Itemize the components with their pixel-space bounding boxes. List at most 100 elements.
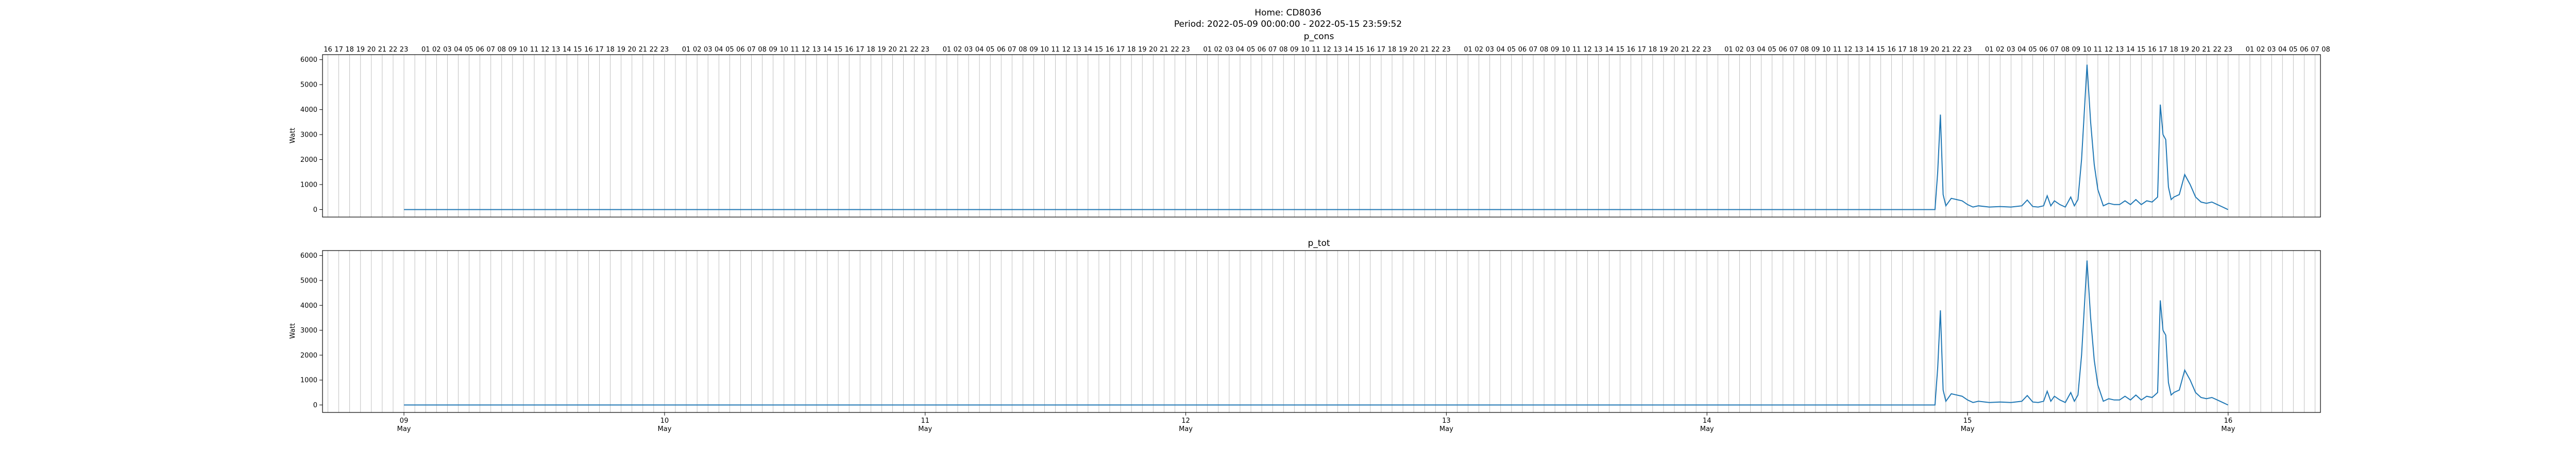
hour-tick-label: 10 (1822, 46, 1831, 54)
hour-tick-label: 19 (1920, 46, 1928, 54)
hour-tick-label: 12 (1323, 46, 1331, 54)
hour-tick-label: 19 (356, 46, 365, 54)
hour-tick-label: 08 (497, 46, 506, 54)
hour-tick-label: 20 (888, 46, 897, 54)
hour-tick-label: 02 (432, 46, 441, 54)
hour-tick-label: 21 (899, 46, 908, 54)
hour-tick-label: 01 (682, 46, 691, 54)
hour-tick-label: 17 (1898, 46, 1907, 54)
x-tick-day-label: 15 (1963, 417, 1972, 425)
hour-tick-label: 19 (877, 46, 886, 54)
hour-tick-label: 05 (1768, 46, 1776, 54)
hour-tick-label: 17 (334, 46, 343, 54)
hour-tick-label: 09 (1811, 46, 1820, 54)
hour-tick-label: 13 (1073, 46, 1082, 54)
plot-frame (322, 250, 2321, 413)
hour-tick-label: 08 (2061, 46, 2070, 54)
hour-tick-label: 17 (856, 46, 865, 54)
hour-tick-label: 13 (1594, 46, 1603, 54)
hour-tick-label: 21 (1681, 46, 1690, 54)
hour-tick-label: 06 (2300, 46, 2309, 54)
hour-tick-label: 21 (1942, 46, 1951, 54)
hour-tick-label: 12 (1062, 46, 1071, 54)
hour-tick-label: 11 (1833, 46, 1842, 54)
hour-tick-label: 11 (791, 46, 800, 54)
hour-tick-label: 03 (704, 46, 713, 54)
hour-tick-label: 23 (660, 46, 669, 54)
y-axis-ticks: 0 1000 2000 3000 4000 5000 6000 (300, 252, 323, 409)
hour-tick-label: 09 (2072, 46, 2081, 54)
hour-tick-label: 02 (954, 46, 962, 54)
hour-tick-label: 14 (563, 46, 571, 54)
hour-tick-label: 15 (834, 46, 843, 54)
hour-tick-label: 07 (1529, 46, 1538, 54)
hour-tick-label: 04 (975, 46, 984, 54)
hour-tick-label: 23 (400, 46, 409, 54)
hour-tick-label: 02 (1214, 46, 1223, 54)
series-line (404, 260, 2228, 406)
hour-tick-label: 09 (1029, 46, 1038, 54)
hour-tick-label: 16 (1366, 46, 1375, 54)
hour-tick-label: 18 (2170, 46, 2178, 54)
x-tick-day-label: 10 (660, 417, 669, 425)
y-tick-label: 3000 (300, 327, 317, 335)
hour-tick-label: 07 (1790, 46, 1799, 54)
x-tick-month-label: May (1439, 425, 1453, 433)
hour-tick-label: 20 (2191, 46, 2200, 54)
hour-tick-label: 08 (758, 46, 767, 54)
x-tick-day-label: 16 (2224, 417, 2233, 425)
hour-tick-label: 21 (2202, 46, 2211, 54)
y-tick-label: 1000 (300, 377, 317, 385)
hour-tick-label: 01 (1724, 46, 1733, 54)
hour-tick-label: 01 (2246, 46, 2255, 54)
hour-tick-label: 07 (747, 46, 756, 54)
hour-tick-label: 07 (2050, 46, 2059, 54)
hour-tick-label: 07 (486, 46, 495, 54)
hour-tick-label: 14 (1344, 46, 1353, 54)
series-layer (404, 260, 2228, 406)
hour-tick-label: 19 (2180, 46, 2189, 54)
hour-tick-label: 05 (1507, 46, 1516, 54)
hour-tick-label: 08 (1279, 46, 1288, 54)
x-tick-month-label: May (1961, 425, 1975, 433)
hour-tick-label: 01 (1203, 46, 1212, 54)
hour-tick-label: 15 (573, 46, 582, 54)
x-tick-day-label: 13 (1442, 417, 1451, 425)
hour-tick-label: 20 (367, 46, 376, 54)
hour-tick-label: 10 (1562, 46, 1570, 54)
hour-tick-label: 04 (454, 46, 463, 54)
x-tick-month-label: May (397, 425, 411, 433)
hour-tick-label: 20 (1149, 46, 1158, 54)
x-tick-day-label: 14 (1703, 417, 1711, 425)
hour-tick-label: 01 (943, 46, 952, 54)
hour-tick-label: 13 (2115, 46, 2124, 54)
hour-tick-label: 05 (2289, 46, 2298, 54)
hour-tick-label: 06 (1518, 46, 1527, 54)
hour-tick-label: 17 (1377, 46, 1386, 54)
hour-grid (328, 251, 2315, 412)
hour-tick-label: 15 (2137, 46, 2146, 54)
x-tick-month-label: May (657, 425, 671, 433)
hour-tick-label: 18 (867, 46, 875, 54)
hour-tick-label: 03 (1485, 46, 1494, 54)
y-tick-label: 0 (313, 402, 317, 409)
hour-tick-label: 16 (584, 46, 593, 54)
hour-tick-label: 23 (2224, 46, 2233, 54)
hour-tick-label: 06 (2039, 46, 2048, 54)
hour-tick-label: 23 (1181, 46, 1190, 54)
hour-tick-label: 18 (1649, 46, 1657, 54)
hour-tick-label: 07 (1008, 46, 1016, 54)
hour-tick-label: 04 (1496, 46, 1505, 54)
y-tick-label: 4000 (300, 106, 317, 114)
x-tick-day-label: 12 (1181, 417, 1190, 425)
hour-tick-label: 22 (2213, 46, 2222, 54)
x-tick-month-label: May (1700, 425, 1714, 433)
hour-tick-label: 13 (1855, 46, 1863, 54)
hour-tick-label: 13 (552, 46, 561, 54)
hour-tick-label: 23 (921, 46, 929, 54)
hour-tick-label: 16 (1106, 46, 1114, 54)
hour-tick-label: 16 (2148, 46, 2157, 54)
y-tick-label: 6000 (300, 56, 317, 64)
hour-tick-label: 19 (1659, 46, 1668, 54)
hour-tick-label: 23 (1442, 46, 1451, 54)
